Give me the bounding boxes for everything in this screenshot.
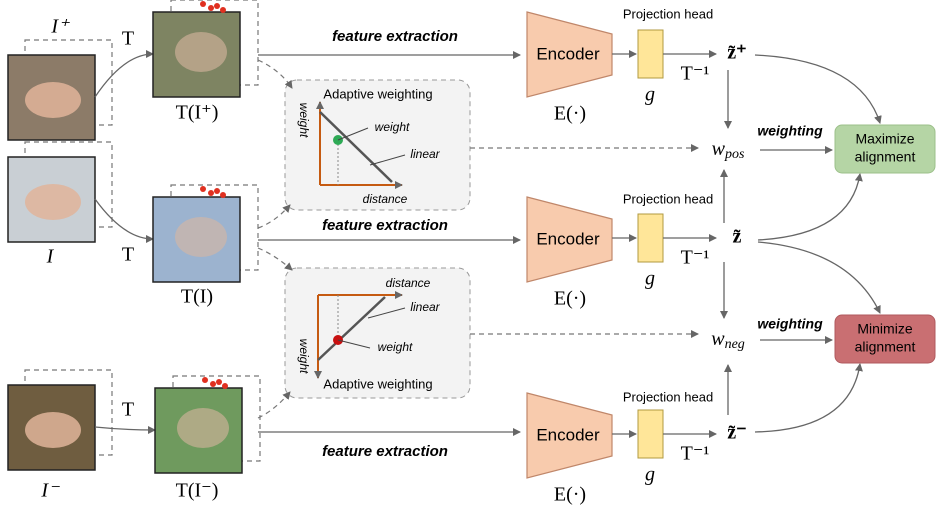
transformed-label: T(I⁻) bbox=[176, 480, 219, 502]
keypoint bbox=[202, 377, 208, 383]
inverse-label: T⁻¹ bbox=[681, 443, 710, 465]
keypoint bbox=[200, 1, 206, 7]
weighting-label: weighting bbox=[757, 316, 823, 332]
transform-arrow bbox=[95, 427, 155, 430]
transform-arrow bbox=[95, 54, 153, 97]
transformed-label: T(I) bbox=[181, 286, 213, 308]
transform-arrow bbox=[95, 199, 153, 239]
weight-symbol: wneg bbox=[711, 328, 745, 353]
weight-symbol: wpos bbox=[712, 138, 745, 163]
objective-label: Minimize bbox=[857, 321, 912, 337]
keypoint bbox=[200, 186, 206, 192]
input-label: I bbox=[46, 246, 55, 268]
encoder-fn: E(·) bbox=[554, 103, 586, 125]
g-label: g bbox=[645, 268, 655, 290]
encoder-fn: E(·) bbox=[554, 288, 586, 310]
projection-label: Projection head bbox=[623, 389, 713, 404]
g-label: g bbox=[645, 84, 655, 106]
encoder-fn: E(·) bbox=[554, 484, 586, 506]
keypoint bbox=[210, 381, 216, 387]
objective-label: alignment bbox=[855, 339, 916, 355]
projection-label: Projection head bbox=[623, 191, 713, 206]
axis-y-label: weight bbox=[297, 103, 311, 138]
keypoint bbox=[222, 383, 228, 389]
box-title: Adaptive weighting bbox=[323, 86, 432, 101]
axis-y-label: weight bbox=[297, 339, 311, 374]
output-label: z̃ bbox=[733, 226, 742, 248]
point-label: weight bbox=[375, 120, 410, 134]
g-label: g bbox=[645, 464, 655, 486]
axis-x-label: distance bbox=[386, 276, 431, 290]
keypoint bbox=[220, 192, 226, 198]
inverse-label: T⁻¹ bbox=[681, 63, 710, 85]
curve-arrow bbox=[758, 242, 880, 313]
dashed-arrow bbox=[258, 205, 290, 228]
hand bbox=[25, 184, 81, 220]
feature-label: feature extraction bbox=[322, 443, 448, 460]
dashed-arrow bbox=[258, 392, 290, 418]
projection-head bbox=[638, 30, 663, 78]
transform-label: T bbox=[122, 244, 134, 266]
hand bbox=[175, 32, 227, 72]
hand bbox=[175, 217, 227, 257]
keypoint bbox=[208, 190, 214, 196]
curve-arrow bbox=[755, 55, 880, 123]
curve-arrow bbox=[758, 174, 860, 240]
keypoint bbox=[220, 7, 226, 13]
output-label: z̃⁻ bbox=[727, 422, 746, 444]
transform-label: T bbox=[122, 28, 134, 50]
encoder-label: Encoder bbox=[536, 425, 600, 444]
feature-label: feature extraction bbox=[322, 217, 448, 234]
line-label: linear bbox=[410, 300, 440, 314]
box-title: Adaptive weighting bbox=[323, 376, 432, 391]
objective-label: alignment bbox=[855, 149, 916, 165]
hand bbox=[25, 412, 81, 448]
transform-label: T bbox=[122, 399, 134, 421]
dashed-arrow bbox=[258, 60, 292, 88]
weighting-label: weighting bbox=[757, 123, 823, 139]
point-label: weight bbox=[378, 340, 413, 354]
keypoint bbox=[214, 188, 220, 194]
transformed-label: T(I⁺) bbox=[176, 102, 219, 124]
diagram: I⁺ T T(I⁺) feature extraction Encoder E(·) Pro… bbox=[0, 0, 940, 510]
dashed-arrow bbox=[258, 248, 292, 270]
hand bbox=[177, 408, 229, 448]
encoder-label: Encoder bbox=[536, 229, 600, 248]
symbol-base: w bbox=[712, 138, 726, 160]
projection-label: Projection head bbox=[623, 6, 713, 21]
objective-label: Maximize bbox=[855, 131, 914, 147]
symbol-sub: neg bbox=[725, 337, 745, 352]
symbol-sub: pos bbox=[724, 147, 745, 162]
symbol-base: w bbox=[711, 328, 725, 350]
line-label: linear bbox=[410, 147, 440, 161]
inverse-label: T⁻¹ bbox=[681, 247, 710, 269]
keypoint bbox=[214, 3, 220, 9]
keypoint bbox=[216, 379, 222, 385]
output-label: z̃⁺ bbox=[727, 42, 746, 64]
input-label: I⁺ bbox=[50, 16, 70, 38]
projection-head bbox=[638, 410, 663, 458]
keypoint bbox=[208, 5, 214, 11]
feature-label: feature extraction bbox=[332, 28, 458, 45]
input-label: I⁻ bbox=[40, 480, 60, 502]
axis-x-label: distance bbox=[363, 192, 408, 206]
encoder-label: Encoder bbox=[536, 44, 600, 63]
hand bbox=[25, 82, 81, 118]
curve-arrow bbox=[755, 364, 860, 432]
projection-head bbox=[638, 214, 663, 262]
